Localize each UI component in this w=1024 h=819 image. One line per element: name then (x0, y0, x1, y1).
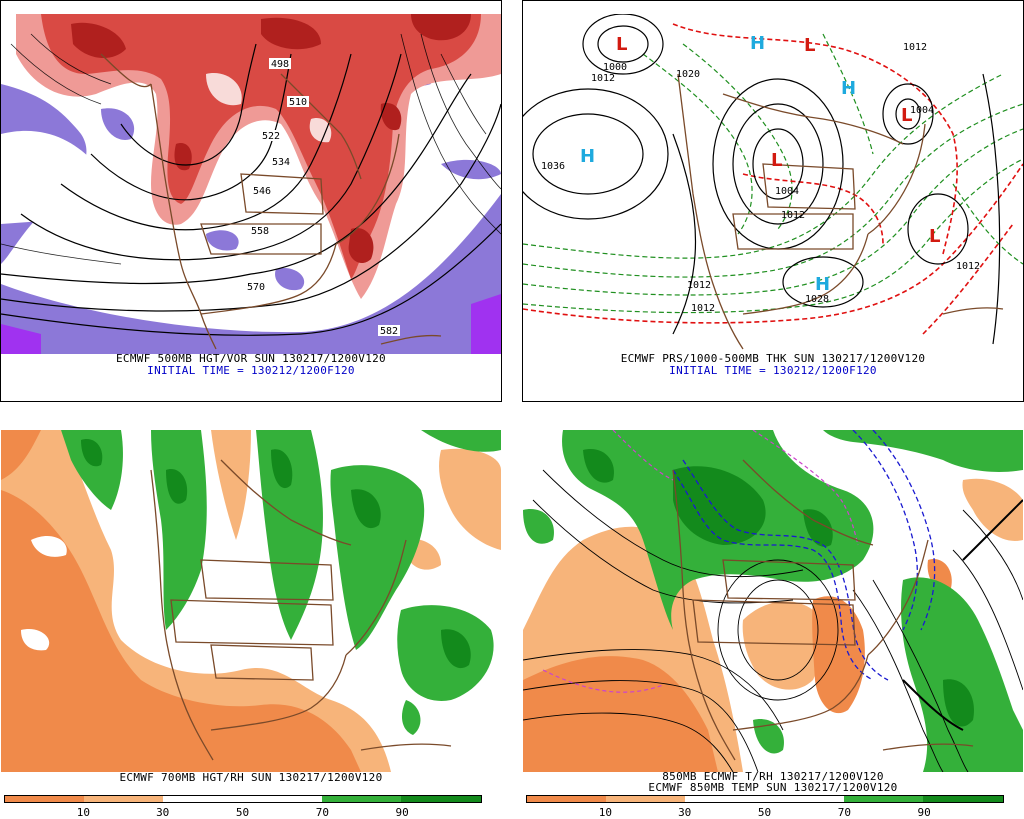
pressure-value: 1036 (541, 161, 565, 172)
high-pressure-symbol: H (750, 33, 765, 54)
panel-700mb-hgt-rh: ECMWF 700MB HGT/RH SUN 130217/1200V120 1… (0, 430, 502, 819)
colorbar-ticks: 10 30 50 70 90 (4, 806, 482, 819)
pressure-value: 1004 (910, 105, 934, 116)
pressure-value: 1004 (775, 186, 799, 197)
contour-label: 558 (251, 226, 269, 237)
map-700mb-rh (1, 430, 501, 772)
colorbar-tick: 30 (156, 806, 170, 819)
isobar-label: 1012 (903, 42, 927, 53)
low-pressure-symbol: L (771, 150, 782, 171)
map-pressure-thickness: L H H L H L L L H 1000 1036 1004 1004 10… (523, 14, 1023, 354)
panel-pressure-thickness: L H H L H L L L H 1000 1036 1004 1004 10… (522, 0, 1024, 402)
map-500mb-vorticity: 498 510 522 534 546 558 570 582 (1, 14, 501, 354)
pressure-value: 1000 (603, 62, 627, 73)
contour-label: 534 (272, 157, 290, 168)
colorbar-tick: 10 (598, 806, 612, 819)
colorbar-tick: 30 (678, 806, 692, 819)
isobar-label: 1012 (591, 73, 615, 84)
map-850mb-temp-rh (523, 430, 1023, 772)
isobar-label: 1012 (687, 280, 711, 291)
colorbar-tick: 50 (235, 806, 250, 819)
high-pressure-symbol: H (580, 146, 595, 167)
isobar-label: 1012 (691, 303, 715, 314)
contour-label: 498 (271, 59, 289, 70)
colorbar-tick: 90 (395, 806, 409, 819)
panel-frame (0, 0, 502, 402)
colorbar-tick: 50 (757, 806, 772, 819)
panel-850mb-temp-rh: 850MB ECMWF T/RH 130217/1200V120 ECMWF 8… (522, 430, 1024, 819)
panel-title: ECMWF 500MB HGT/VOR SUN 130217/1200V120 (116, 352, 386, 365)
low-pressure-symbol: L (804, 35, 815, 56)
contour-label: 570 (247, 282, 265, 293)
initial-time: INITIAL TIME = 130212/1200F120 (669, 364, 877, 377)
colorbar-tick: 10 (76, 806, 90, 819)
high-pressure-symbol: H (841, 78, 856, 99)
contour-label: 582 (380, 326, 398, 337)
panel-title: ECMWF 700MB HGT/RH SUN 130217/1200V120 (119, 771, 383, 784)
low-pressure-symbol: L (616, 34, 627, 55)
rh-colorbar (4, 795, 482, 803)
colorbar-ticks: 10 30 50 70 90 (526, 806, 1004, 819)
contour-label: 510 (289, 97, 307, 108)
low-pressure-symbol: L (901, 105, 912, 126)
pressure-value: 1028 (805, 294, 829, 305)
initial-time: INITIAL TIME = 130212/1200F120 (147, 364, 355, 377)
panel-500mb-hgt-vor: 498 510 522 534 546 558 570 582 ECMWF 50… (0, 0, 502, 402)
isobar-label: 1020 (676, 69, 700, 80)
panel-title: 850MB ECMWF T/RH 130217/1200V120 (662, 770, 884, 783)
isobar-label: 1012 (781, 210, 805, 221)
panel-subtitle: ECMWF 850MB TEMP SUN 130217/1200V120 (648, 781, 898, 794)
pressure-value: 1012 (956, 261, 980, 272)
colorbar-tick: 70 (837, 806, 851, 819)
panel-title: ECMWF PRS/1000-500MB THK SUN 130217/1200… (620, 352, 926, 365)
contour-label: 522 (262, 131, 280, 142)
contour-label: 546 (253, 186, 271, 197)
colorbar-tick: 90 (917, 806, 931, 819)
high-pressure-symbol: H (815, 274, 830, 295)
colorbar-tick: 70 (315, 806, 329, 819)
rh-colorbar (526, 795, 1004, 803)
low-pressure-symbol: L (929, 226, 940, 247)
